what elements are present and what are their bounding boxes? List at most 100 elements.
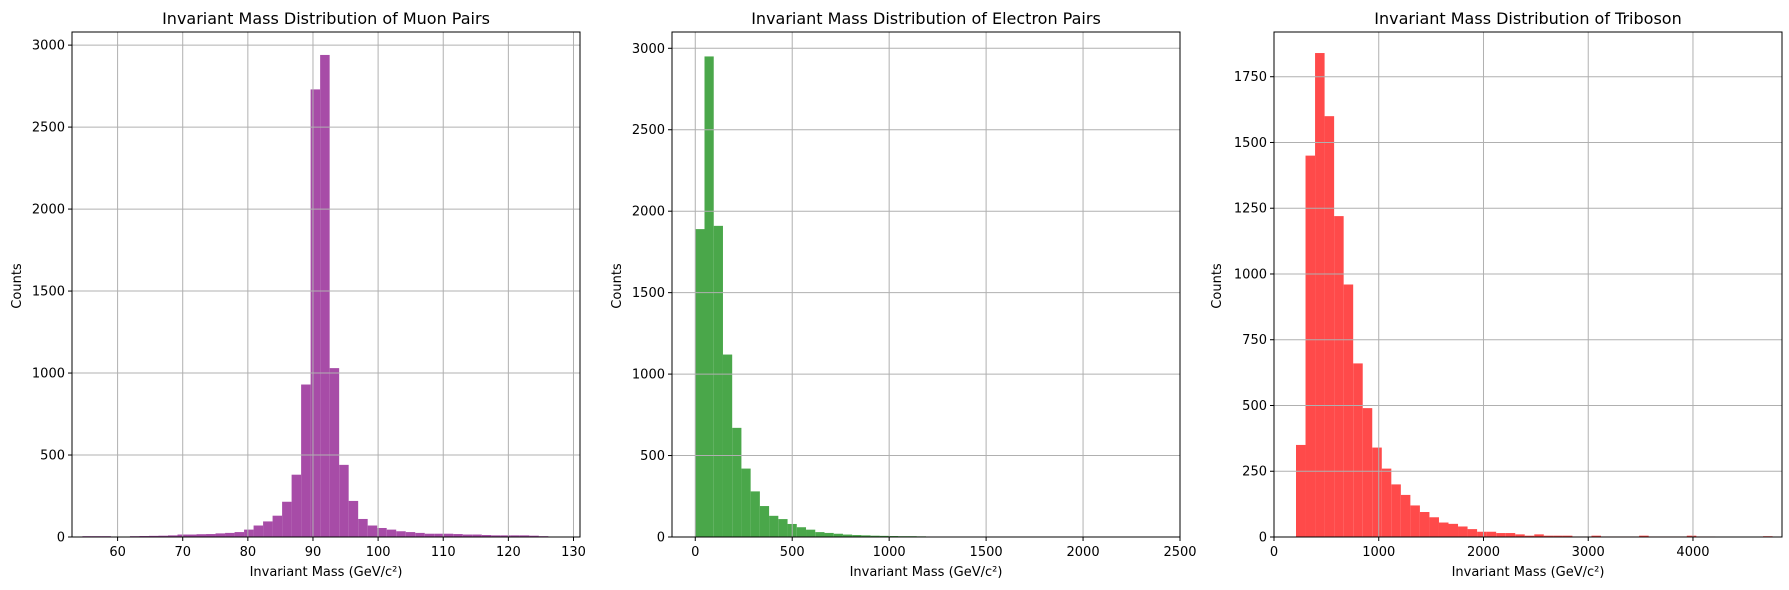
x-tick-label: 100 bbox=[366, 545, 391, 560]
histogram-bar bbox=[1591, 535, 1601, 537]
x-axis: 60 70 80 90 100 110 120 130 bbox=[109, 537, 586, 560]
y-tick-label: 0 bbox=[57, 531, 65, 546]
histogram-bar bbox=[1458, 526, 1468, 537]
histogram-bar bbox=[424, 533, 435, 537]
plot-frame bbox=[671, 31, 1181, 538]
histogram-bar bbox=[833, 533, 843, 537]
histogram-bar bbox=[405, 532, 416, 537]
histogram-bar bbox=[1534, 534, 1544, 537]
histogram-bar bbox=[339, 464, 349, 537]
x-tick-label: 3000 bbox=[1572, 545, 1605, 560]
histogram-bar bbox=[443, 533, 454, 537]
y-tick-label: 1000 bbox=[632, 368, 665, 383]
histogram-bar bbox=[1505, 533, 1516, 537]
histogram-bar bbox=[329, 368, 340, 537]
x-tick-label: 2000 bbox=[1467, 545, 1500, 560]
histogram-bar bbox=[148, 535, 159, 537]
triboson-histogram: Invariant Mass Distribution of Triboson … bbox=[1210, 9, 1783, 580]
histogram-bar bbox=[1515, 534, 1525, 537]
plot-frame bbox=[71, 31, 581, 538]
histogram-bar bbox=[732, 427, 742, 537]
histogram-bar bbox=[1324, 116, 1335, 538]
y-tick-label: 500 bbox=[1242, 399, 1267, 414]
histogram-bar bbox=[244, 529, 254, 537]
histogram-bar bbox=[879, 535, 890, 537]
histogram-bar bbox=[434, 533, 444, 537]
histogram-bar bbox=[1353, 363, 1363, 537]
x-axis-label: Invariant Mass (GeV/c²) bbox=[850, 565, 1003, 580]
histogram-bar bbox=[769, 515, 779, 537]
histogram-bar bbox=[1553, 535, 1563, 537]
histogram-bar bbox=[1305, 155, 1316, 537]
chart-title: Invariant Mass Distribution of Electron … bbox=[751, 9, 1101, 28]
x-tick-label: 70 bbox=[174, 545, 191, 560]
y-axis: 0 500 1000 1500 2000 2500 3000 bbox=[632, 42, 672, 546]
histogram-bar bbox=[225, 532, 235, 537]
y-axis-label: Counts bbox=[10, 263, 25, 309]
histogram-bar bbox=[320, 54, 330, 537]
histogram-bar bbox=[510, 535, 520, 537]
y-tick-label: 3000 bbox=[632, 42, 665, 57]
histogram-bar bbox=[310, 89, 321, 537]
histogram-bar bbox=[491, 535, 501, 537]
histogram-bar bbox=[806, 529, 816, 537]
histogram-bar bbox=[282, 501, 292, 537]
histogram-bar bbox=[1315, 53, 1325, 537]
y-tick-label: 750 bbox=[1242, 333, 1267, 348]
electron-pairs-histogram: Invariant Mass Distribution of Electron … bbox=[610, 9, 1197, 580]
y-tick-label: 0 bbox=[657, 531, 665, 546]
x-tick-label: 90 bbox=[305, 545, 322, 560]
histogram-bar bbox=[759, 506, 770, 537]
x-tick-label: 1500 bbox=[970, 545, 1003, 560]
y-tick-label: 250 bbox=[1242, 465, 1267, 480]
x-axis-label: Invariant Mass (GeV/c²) bbox=[250, 565, 403, 580]
histogram-bar bbox=[481, 535, 492, 537]
histogram-bar bbox=[1362, 408, 1373, 537]
histogram-bar bbox=[263, 521, 273, 537]
y-tick-label: 2500 bbox=[632, 123, 665, 138]
y-tick-label: 1000 bbox=[1234, 267, 1267, 282]
y-tick-label: 2500 bbox=[32, 121, 65, 136]
histogram-bar bbox=[695, 229, 705, 538]
histogram-bar bbox=[472, 534, 482, 537]
histogram-bar bbox=[1486, 531, 1497, 537]
histogram-bar bbox=[1296, 444, 1306, 537]
grid bbox=[1273, 32, 1782, 538]
x-tick-label: 120 bbox=[496, 545, 521, 560]
y-tick-label: 3000 bbox=[32, 39, 65, 54]
histogram-bar bbox=[1496, 533, 1506, 537]
histogram-bar bbox=[741, 468, 751, 537]
histogram-bar bbox=[796, 527, 807, 537]
y-axis-label: Counts bbox=[610, 263, 625, 309]
x-tick-label: 2500 bbox=[1163, 545, 1196, 560]
histogram-bar bbox=[348, 500, 359, 537]
y-tick-label: 2000 bbox=[32, 203, 65, 218]
bars bbox=[82, 54, 558, 537]
histogram-bar bbox=[1438, 522, 1449, 537]
histogram-bar bbox=[704, 56, 714, 537]
histogram-bar bbox=[196, 534, 207, 537]
histogram-bar bbox=[158, 535, 168, 537]
histogram-bar bbox=[367, 525, 378, 537]
x-tick-label: 60 bbox=[109, 545, 126, 560]
histogram-bar bbox=[396, 531, 406, 537]
chart-title: Invariant Mass Distribution of Triboson bbox=[1374, 9, 1681, 28]
histogram-bar bbox=[861, 535, 871, 537]
y-tick-label: 500 bbox=[40, 449, 65, 464]
x-tick-label: 0 bbox=[1270, 545, 1278, 560]
histogram-bar bbox=[1524, 535, 1535, 537]
histogram-bar bbox=[722, 354, 733, 537]
histogram-bar bbox=[1639, 535, 1649, 537]
histogram-bar bbox=[234, 532, 245, 537]
histogram-bar bbox=[852, 535, 862, 537]
histogram-bar bbox=[168, 535, 178, 537]
histogram-bar bbox=[1391, 484, 1401, 537]
histogram-bar bbox=[253, 525, 264, 537]
histogram-bar bbox=[1372, 447, 1382, 537]
y-tick-label: 500 bbox=[640, 449, 665, 464]
x-tick-label: 130 bbox=[561, 545, 586, 560]
y-tick-label: 0 bbox=[1259, 531, 1267, 546]
bars bbox=[695, 56, 1157, 538]
histogram-bar bbox=[815, 532, 825, 537]
